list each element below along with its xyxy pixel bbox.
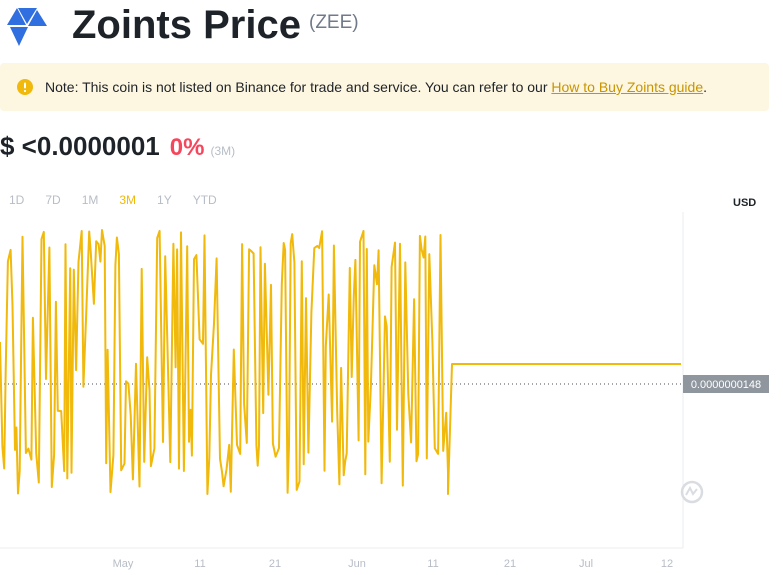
currency-label: USD [733,197,757,209]
current-price: $ <0.0000001 [0,131,160,161]
current-price-label: 0.0000000148 [691,379,761,391]
notice-suffix: . [703,79,708,95]
notice-message: Note: This coin is not listed on Binance… [45,79,552,95]
range-3m[interactable]: 3M [119,193,137,207]
range-1y[interactable]: 1Y [157,193,172,207]
x-tick-label: 11 [194,558,205,570]
page-title: Zoints Price [72,3,301,47]
zoints-logo-icon [7,8,47,46]
x-tick-label: May [113,558,134,570]
x-tick-label: Jul [579,558,593,570]
x-tick-label: Jun [348,558,366,570]
range-7d[interactable]: 7D [45,193,61,207]
x-tick-label: 21 [269,558,281,570]
change-period: (3M) [210,144,236,158]
current-price-tag [683,375,769,393]
warning-icon [17,79,33,95]
range-ytd[interactable]: YTD [192,193,217,207]
time-range-selector: 1D 7D 1M 3M 1Y YTD [0,191,229,207]
range-1d[interactable]: 1D [9,193,25,207]
page-header: Zoints Price (ZEE) [0,0,783,52]
price-change: 0% [169,134,205,161]
notice-text: Note: This coin is not listed on Binance… [45,78,707,96]
how-to-buy-link[interactable]: How to Buy Zoints guide [551,79,704,95]
price-summary: $ <0.0000001 0% (3M) [0,128,235,164]
coinmarketcap-watermark-icon [680,480,704,504]
price-chart[interactable]: 0.0000000148 May 11 21 Jun 11 21 Jul 12 [0,212,783,575]
listing-notice: Note: This coin is not listed on Binance… [0,63,769,111]
x-tick-label: 21 [504,558,516,570]
x-axis: May 11 21 Jun 11 21 Jul 12 [113,558,674,570]
range-1m[interactable]: 1M [81,193,99,207]
x-tick-label: 11 [427,558,438,570]
x-tick-label: 12 [661,558,673,570]
coin-symbol: (ZEE) [309,12,359,33]
price-series-line [0,229,681,495]
